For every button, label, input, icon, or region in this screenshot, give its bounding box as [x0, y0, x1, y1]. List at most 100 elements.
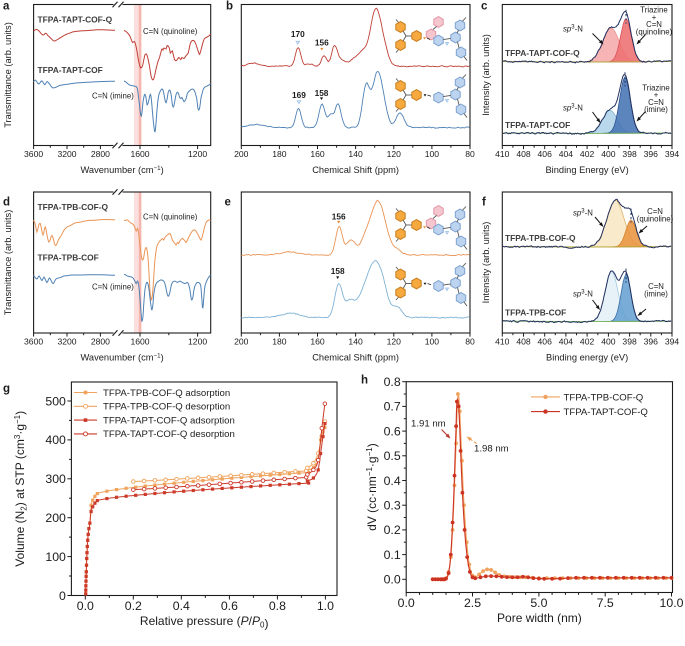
svg-text:+: +: [654, 91, 659, 100]
svg-text:406: 406: [538, 337, 553, 347]
svg-text:169: 169: [292, 90, 306, 100]
svg-text:Pore width (nm): Pore width (nm): [497, 611, 582, 625]
svg-text:0.0: 0.0: [384, 573, 401, 587]
svg-text:0.2: 0.2: [384, 523, 401, 537]
svg-text:410: 410: [495, 337, 510, 347]
svg-text:C=N (quinoline): C=N (quinoline): [143, 213, 198, 222]
svg-text:dV (cc·nm−1·g−1): dV (cc·nm−1·g−1): [365, 443, 379, 531]
svg-text:TFPA-TAPT-COF-Q desorption: TFPA-TAPT-COF-Q desorption: [103, 429, 235, 440]
svg-text:140: 140: [348, 149, 363, 159]
svg-text:158: 158: [331, 266, 345, 276]
svg-text:156: 156: [315, 38, 329, 48]
svg-text:C=N (imine): C=N (imine): [92, 92, 134, 101]
svg-text:g: g: [3, 383, 10, 395]
svg-text:Transmittance (arb. units): Transmittance (arb. units): [3, 210, 13, 316]
svg-text:0.8: 0.8: [384, 375, 401, 389]
svg-text:1600: 1600: [130, 149, 149, 159]
svg-text:400: 400: [601, 149, 616, 159]
svg-text:180: 180: [272, 337, 287, 347]
svg-text:TFPA-TPB-COF-Q: TFPA-TPB-COF-Q: [38, 202, 109, 212]
svg-text:398: 398: [622, 337, 637, 347]
svg-text:0.6: 0.6: [221, 599, 238, 613]
svg-text:10.0: 10.0: [660, 596, 684, 610]
svg-text:3200: 3200: [57, 149, 76, 159]
svg-text:C=N (imine): C=N (imine): [92, 283, 134, 292]
svg-text:5.0: 5.0: [530, 596, 547, 610]
svg-text:3200: 3200: [57, 337, 76, 347]
svg-text:d: d: [3, 197, 10, 209]
svg-text:408: 408: [516, 149, 531, 159]
svg-text:C=N: C=N: [648, 98, 664, 107]
svg-text:Volume (N2) at STP (cm3·g−1): Volume (N2) at STP (cm3·g−1): [13, 411, 29, 567]
svg-text:410: 410: [495, 149, 510, 159]
svg-text:0.0: 0.0: [398, 596, 415, 610]
svg-text:7.5: 7.5: [597, 596, 614, 610]
svg-text:3600: 3600: [24, 337, 43, 347]
svg-text:200: 200: [234, 337, 249, 347]
svg-text:120: 120: [387, 149, 402, 159]
svg-text:0: 0: [59, 589, 66, 603]
svg-text:200: 200: [45, 511, 66, 525]
svg-text:Binding Energy (eV): Binding Energy (eV): [545, 165, 628, 175]
svg-text:Triazine: Triazine: [640, 6, 667, 15]
svg-text:(imine): (imine): [644, 105, 668, 114]
svg-text:0.4: 0.4: [384, 474, 401, 488]
svg-text:406: 406: [538, 149, 553, 159]
svg-text:394: 394: [665, 337, 680, 347]
svg-text:396: 396: [644, 337, 659, 347]
svg-text:Wavenumber (cm−1): Wavenumber (cm−1): [81, 165, 164, 175]
svg-text:1200: 1200: [188, 149, 207, 159]
svg-text:402: 402: [580, 149, 595, 159]
svg-text:402: 402: [580, 337, 595, 347]
svg-text:e: e: [225, 197, 231, 209]
svg-text:0.4: 0.4: [173, 599, 190, 613]
svg-text:TFPA-TAPT-COF: TFPA-TAPT-COF: [505, 120, 570, 130]
svg-text:TFPA-TPB-COF-Q: TFPA-TPB-COF-Q: [564, 392, 644, 403]
svg-text:Intensity (arb. units): Intensity (arb. units): [481, 34, 491, 116]
svg-text:TFPA-TPB-COF: TFPA-TPB-COF: [505, 308, 566, 318]
svg-text:Relative pressure (P/P0): Relative pressure (P/P0): [140, 614, 269, 631]
svg-text:200: 200: [234, 149, 249, 159]
svg-text:C=N (quinoline): C=N (quinoline): [143, 27, 198, 36]
svg-text:0.6: 0.6: [384, 424, 401, 438]
svg-text:c: c: [481, 1, 488, 13]
svg-text:80: 80: [465, 149, 475, 159]
svg-text:0.8: 0.8: [269, 599, 286, 613]
svg-text:TFPA-TPB-COF-Q: TFPA-TPB-COF-Q: [505, 233, 576, 243]
svg-text:TFPA-TPB-COF-Q adsorption: TFPA-TPB-COF-Q adsorption: [103, 388, 230, 399]
svg-text:404: 404: [559, 149, 574, 159]
svg-text:394: 394: [665, 149, 680, 159]
svg-text:1.98 nm: 1.98 nm: [474, 444, 509, 455]
svg-text:Wavenumber (cm−1): Wavenumber (cm−1): [81, 353, 164, 363]
svg-text:Intensity (arb. units): Intensity (arb. units): [481, 222, 491, 304]
svg-text:Transmittance (arb. units): Transmittance (arb. units): [3, 22, 13, 128]
svg-text:120: 120: [387, 337, 402, 347]
svg-text:0.5: 0.5: [384, 449, 401, 463]
svg-text:170: 170: [291, 29, 305, 39]
svg-text:TFPA-TAPT-COF: TFPA-TAPT-COF: [38, 65, 103, 75]
svg-text:+: +: [652, 13, 657, 22]
svg-text:2.5: 2.5: [464, 596, 481, 610]
svg-text:2800: 2800: [91, 149, 110, 159]
svg-text:0.3: 0.3: [384, 499, 401, 513]
svg-text:TFPA-TAPT-COF-Q adsorption: TFPA-TAPT-COF-Q adsorption: [103, 415, 235, 426]
svg-text:396: 396: [644, 149, 659, 159]
svg-text:156: 156: [332, 212, 346, 222]
svg-text:140: 140: [348, 337, 363, 347]
svg-text:398: 398: [622, 149, 637, 159]
svg-text:300: 300: [45, 472, 66, 486]
svg-text:TFPA-TAPT-COF-Q: TFPA-TAPT-COF-Q: [505, 48, 580, 58]
svg-text:3600: 3600: [24, 149, 43, 159]
svg-text:180: 180: [272, 149, 287, 159]
svg-text:80: 80: [465, 337, 475, 347]
svg-text:TFPA-TAPT-COF-Q: TFPA-TAPT-COF-Q: [38, 15, 113, 25]
svg-text:100: 100: [45, 550, 66, 564]
svg-text:C=N: C=N: [647, 207, 663, 216]
svg-text:(quinoline): (quinoline): [636, 28, 673, 37]
svg-text:400: 400: [601, 337, 616, 347]
svg-text:h: h: [361, 375, 368, 387]
svg-text:160: 160: [310, 149, 325, 159]
svg-text:1200: 1200: [188, 337, 207, 347]
svg-text:TFPA-TPB-COF-Q desorption: TFPA-TPB-COF-Q desorption: [103, 402, 230, 413]
svg-text:sp3-N: sp3-N: [573, 290, 593, 299]
